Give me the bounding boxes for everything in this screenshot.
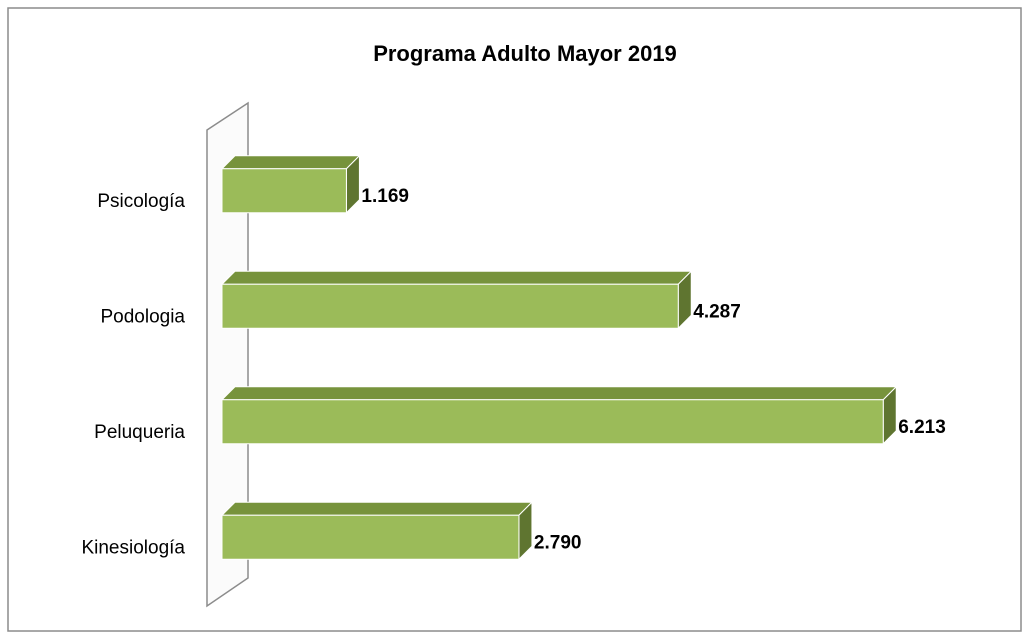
value-label: 4.287 (693, 301, 741, 322)
value-label: 2.790 (534, 532, 582, 553)
back-wall (206, 101, 249, 608)
y-tick-label: Peluqueria (94, 422, 185, 443)
bar (221, 514, 520, 560)
value-label: 6.213 (898, 417, 946, 438)
bar-top (220, 386, 898, 401)
bar (221, 399, 884, 445)
value-label: 1.169 (361, 186, 409, 207)
y-tick-label: Podologia (100, 306, 185, 327)
bar-top (220, 155, 361, 170)
bar-top (220, 501, 534, 516)
bar-top (220, 270, 693, 285)
y-tick-label: Psicología (97, 191, 185, 212)
bar (221, 283, 679, 329)
bar (221, 168, 347, 214)
chart-title: Programa Adulto Mayor 2019 (373, 41, 677, 66)
y-tick-label: Kinesiología (81, 537, 185, 558)
